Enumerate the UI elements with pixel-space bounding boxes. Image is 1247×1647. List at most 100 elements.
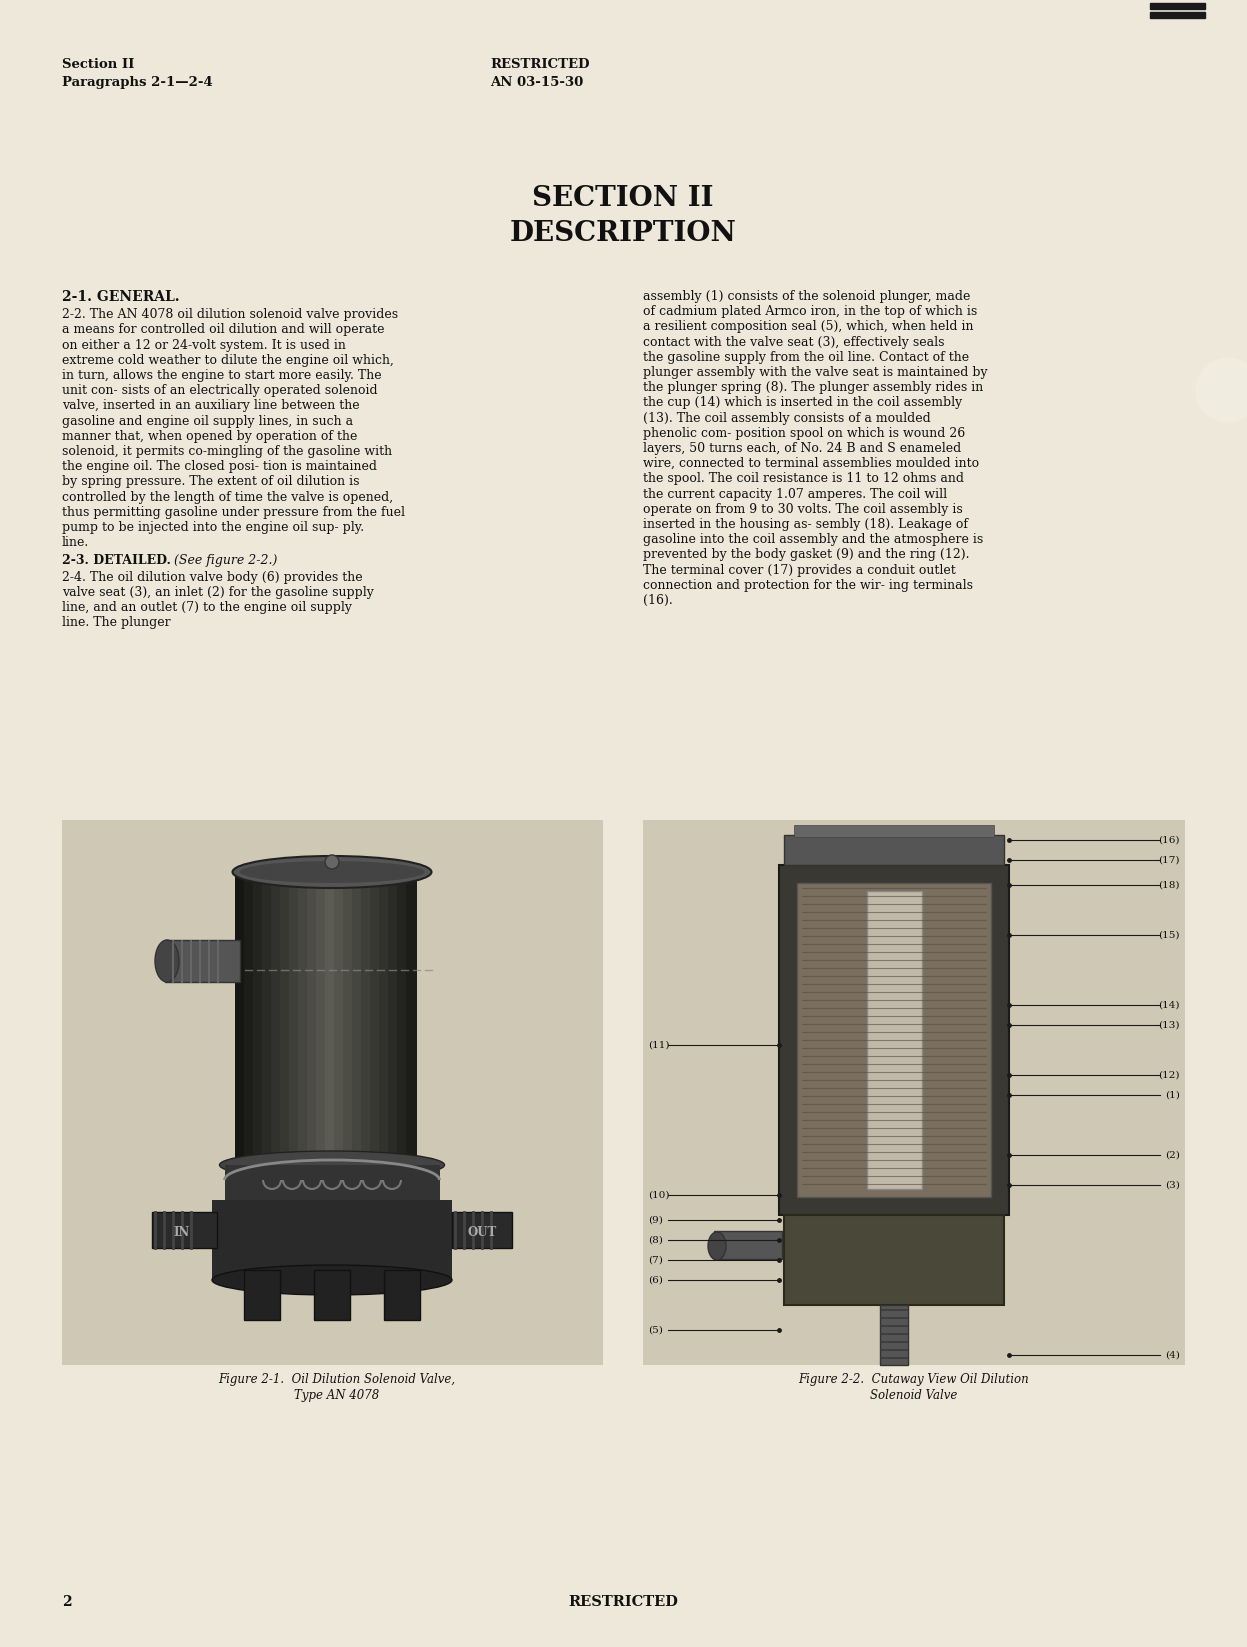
Text: Paragraphs 2-1—2-4: Paragraphs 2-1—2-4	[62, 76, 213, 89]
Text: thus permitting gasoline under pressure from the fuel: thus permitting gasoline under pressure …	[62, 506, 405, 519]
Ellipse shape	[239, 861, 424, 883]
Bar	[384, 1270, 420, 1319]
Text: DESCRIPTION: DESCRIPTION	[510, 221, 737, 247]
Text: by spring pressure. The extent of oil dilution is: by spring pressure. The extent of oil di…	[62, 476, 359, 489]
Ellipse shape	[219, 1201, 444, 1229]
Bar	[779, 865, 1009, 1215]
Text: (4): (4)	[1165, 1351, 1180, 1359]
Bar	[397, 870, 408, 1164]
Text: phenolic com- position spool on which is wound 26: phenolic com- position spool on which is…	[643, 427, 965, 440]
Bar	[370, 870, 382, 1164]
Text: (14): (14)	[1158, 1000, 1180, 1010]
Text: connection and protection for the wir- ing terminals: connection and protection for the wir- i…	[643, 578, 973, 591]
Text: 2-1. GENERAL.: 2-1. GENERAL.	[62, 290, 180, 305]
Text: valve seat (3), an inlet (2) for the gasoline supply: valve seat (3), an inlet (2) for the gas…	[62, 586, 374, 600]
Text: the plunger spring (8). The plunger assembly rides in: the plunger spring (8). The plunger asse…	[643, 380, 983, 394]
Text: operate on from 9 to 30 volts. The coil assembly is: operate on from 9 to 30 volts. The coil …	[643, 502, 963, 516]
Text: (16).: (16).	[643, 595, 672, 608]
Bar	[643, 835, 1185, 1360]
Text: line.: line.	[62, 537, 90, 548]
Text: The terminal cover (17) provides a conduit outlet: The terminal cover (17) provides a condu…	[643, 563, 955, 576]
Bar	[360, 870, 372, 1164]
Bar	[244, 1270, 281, 1319]
Bar	[794, 825, 994, 837]
Text: (3): (3)	[1165, 1181, 1180, 1189]
Text: 2-2. The AN 4078 oil dilution solenoid valve provides: 2-2. The AN 4078 oil dilution solenoid v…	[62, 308, 398, 321]
Text: Figure 2-2.  Cutaway View Oil Dilution: Figure 2-2. Cutaway View Oil Dilution	[798, 1374, 1029, 1387]
Text: on either a 12 or 24-volt system. It is used in: on either a 12 or 24-volt system. It is …	[62, 339, 345, 351]
Bar	[1150, 12, 1205, 18]
Bar	[867, 891, 922, 1189]
Bar	[271, 870, 282, 1164]
Bar	[234, 870, 246, 1164]
Text: SECTION II: SECTION II	[532, 184, 713, 212]
Ellipse shape	[219, 1151, 444, 1179]
Text: (18): (18)	[1158, 881, 1180, 889]
Text: line, and an outlet (7) to the engine oil supply: line, and an outlet (7) to the engine oi…	[62, 601, 352, 614]
Text: RESTRICTED: RESTRICTED	[490, 58, 590, 71]
Text: the spool. The coil resistance is 11 to 12 ohms and: the spool. The coil resistance is 11 to …	[643, 473, 964, 486]
Bar	[643, 820, 1185, 1365]
Bar	[343, 870, 354, 1164]
Bar	[307, 870, 318, 1164]
Text: (17): (17)	[1158, 855, 1180, 865]
Bar	[62, 820, 604, 1365]
Text: the current capacity 1.07 amperes. The coil will: the current capacity 1.07 amperes. The c…	[643, 488, 948, 501]
Bar	[325, 870, 335, 1164]
Text: inserted in the housing as- sembly (18). Leakage of: inserted in the housing as- sembly (18).…	[643, 519, 968, 530]
Text: a means for controlled oil dilution and will operate: a means for controlled oil dilution and …	[62, 323, 384, 336]
Bar	[165, 940, 239, 982]
Text: wire, connected to terminal assemblies moulded into: wire, connected to terminal assemblies m…	[643, 458, 979, 469]
Circle shape	[325, 855, 339, 870]
Text: (12): (12)	[1158, 1071, 1180, 1079]
Bar	[784, 1215, 1004, 1304]
Text: layers, 50 turns each, of No. 24 B and S enameled: layers, 50 turns each, of No. 24 B and S…	[643, 441, 961, 455]
Bar	[244, 870, 254, 1164]
Bar	[253, 870, 264, 1164]
Text: (2): (2)	[1165, 1151, 1180, 1159]
Ellipse shape	[212, 1265, 451, 1295]
Text: a resilient composition seal (5), which, when held in: a resilient composition seal (5), which,…	[643, 321, 974, 333]
Text: (13). The coil assembly consists of a moulded: (13). The coil assembly consists of a mo…	[643, 412, 930, 425]
Bar	[784, 835, 1004, 865]
Text: valve, inserted in an auxiliary line between the: valve, inserted in an auxiliary line bet…	[62, 400, 359, 412]
Text: Section II: Section II	[62, 58, 135, 71]
Text: 2: 2	[62, 1594, 71, 1609]
Text: 2-3. DETAILED.: 2-3. DETAILED.	[62, 555, 171, 568]
Bar	[281, 870, 291, 1164]
Bar	[797, 883, 991, 1197]
Text: prevented by the body gasket (9) and the ring (12).: prevented by the body gasket (9) and the…	[643, 548, 969, 562]
Text: manner that, when opened by operation of the: manner that, when opened by operation of…	[62, 430, 358, 443]
Circle shape	[1196, 357, 1247, 422]
Text: contact with the valve seat (3), effectively seals: contact with the valve seat (3), effecti…	[643, 336, 944, 349]
Text: Type AN 4078: Type AN 4078	[294, 1388, 379, 1402]
Text: gasoline into the coil assembly and the atmosphere is: gasoline into the coil assembly and the …	[643, 534, 983, 547]
Text: controlled by the length of time the valve is opened,: controlled by the length of time the val…	[62, 491, 393, 504]
Bar	[352, 870, 363, 1164]
Bar	[262, 870, 273, 1164]
Ellipse shape	[708, 1232, 726, 1260]
Bar	[315, 870, 327, 1164]
Bar	[152, 1212, 217, 1248]
Text: (7): (7)	[648, 1255, 663, 1265]
Bar	[407, 870, 416, 1164]
Text: (8): (8)	[648, 1235, 663, 1245]
Bar	[451, 1212, 513, 1248]
Text: the engine oil. The closed posi- tion is maintained: the engine oil. The closed posi- tion is…	[62, 460, 377, 473]
Bar	[298, 870, 309, 1164]
Text: assembly (1) consists of the solenoid plunger, made: assembly (1) consists of the solenoid pl…	[643, 290, 970, 303]
Bar	[379, 870, 390, 1164]
Text: gasoline and engine oil supply lines, in such a: gasoline and engine oil supply lines, in…	[62, 415, 353, 428]
Text: in turn, allows the engine to start more easily. The: in turn, allows the engine to start more…	[62, 369, 382, 382]
Text: of cadmium plated Armco iron, in the top of which is: of cadmium plated Armco iron, in the top…	[643, 305, 978, 318]
Text: (6): (6)	[648, 1275, 663, 1285]
Text: (16): (16)	[1158, 835, 1180, 845]
Text: RESTRICTED: RESTRICTED	[569, 1594, 678, 1609]
Text: solenoid, it permits co-mingling of the gasoline with: solenoid, it permits co-mingling of the …	[62, 445, 392, 458]
Bar	[1150, 3, 1205, 8]
Text: unit con- sists of an electrically operated solenoid: unit con- sists of an electrically opera…	[62, 384, 378, 397]
Text: OUT: OUT	[468, 1225, 496, 1239]
Text: plunger assembly with the valve seat is maintained by: plunger assembly with the valve seat is …	[643, 366, 988, 379]
Text: (15): (15)	[1158, 931, 1180, 939]
Bar	[715, 1230, 782, 1258]
